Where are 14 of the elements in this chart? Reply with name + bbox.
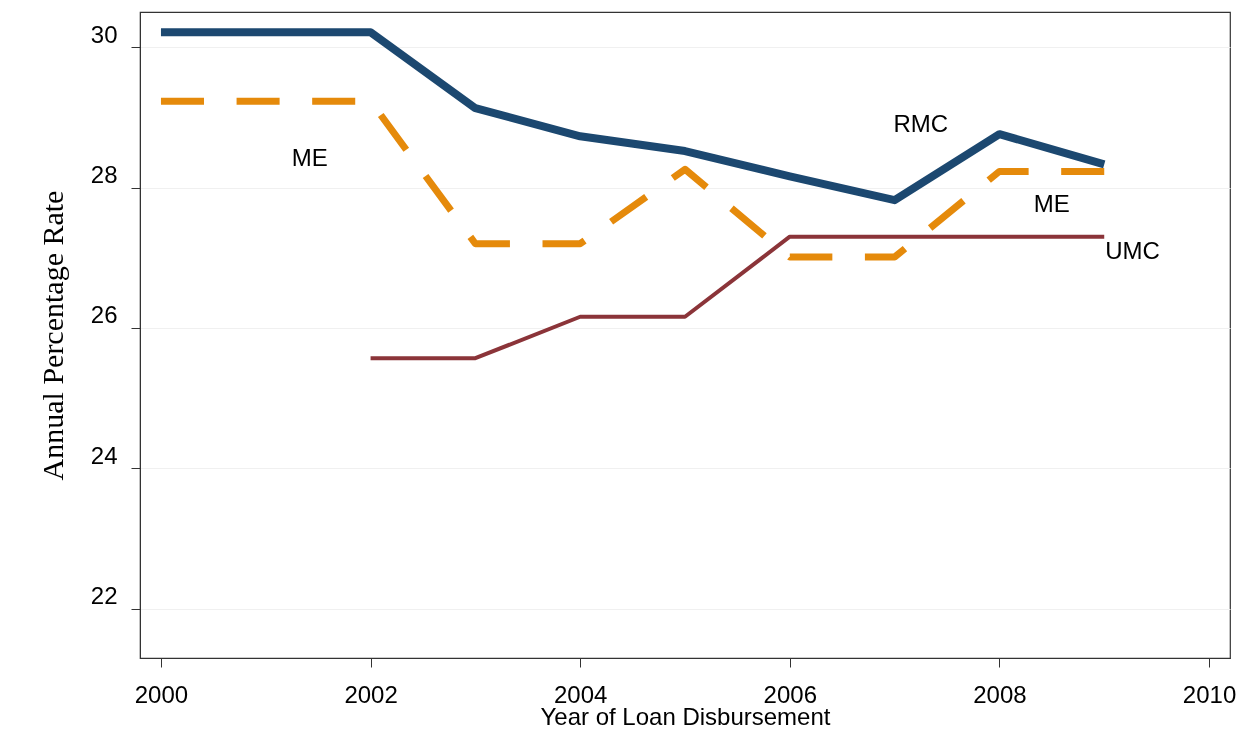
y-tick-label: 30 <box>90 20 118 48</box>
series-label: RMC <box>893 110 949 138</box>
series-label: ME <box>1033 190 1070 218</box>
text: ME <box>291 143 328 171</box>
y-tick-label: 28 <box>90 161 118 189</box>
y-tick-label: 22 <box>90 582 118 610</box>
y-tick-label: 26 <box>90 301 118 329</box>
x-tick-label: 2002 <box>344 680 398 708</box>
y-axis-title: Annual Percentage Rate <box>35 190 69 481</box>
x-tick-label: 2010 <box>1182 680 1237 708</box>
y-tick-label: 24 <box>90 441 118 469</box>
series-label: UMC <box>1105 237 1160 265</box>
x-tick-label: 2000 <box>134 680 189 708</box>
x-tick-label: 2008 <box>973 680 1027 708</box>
